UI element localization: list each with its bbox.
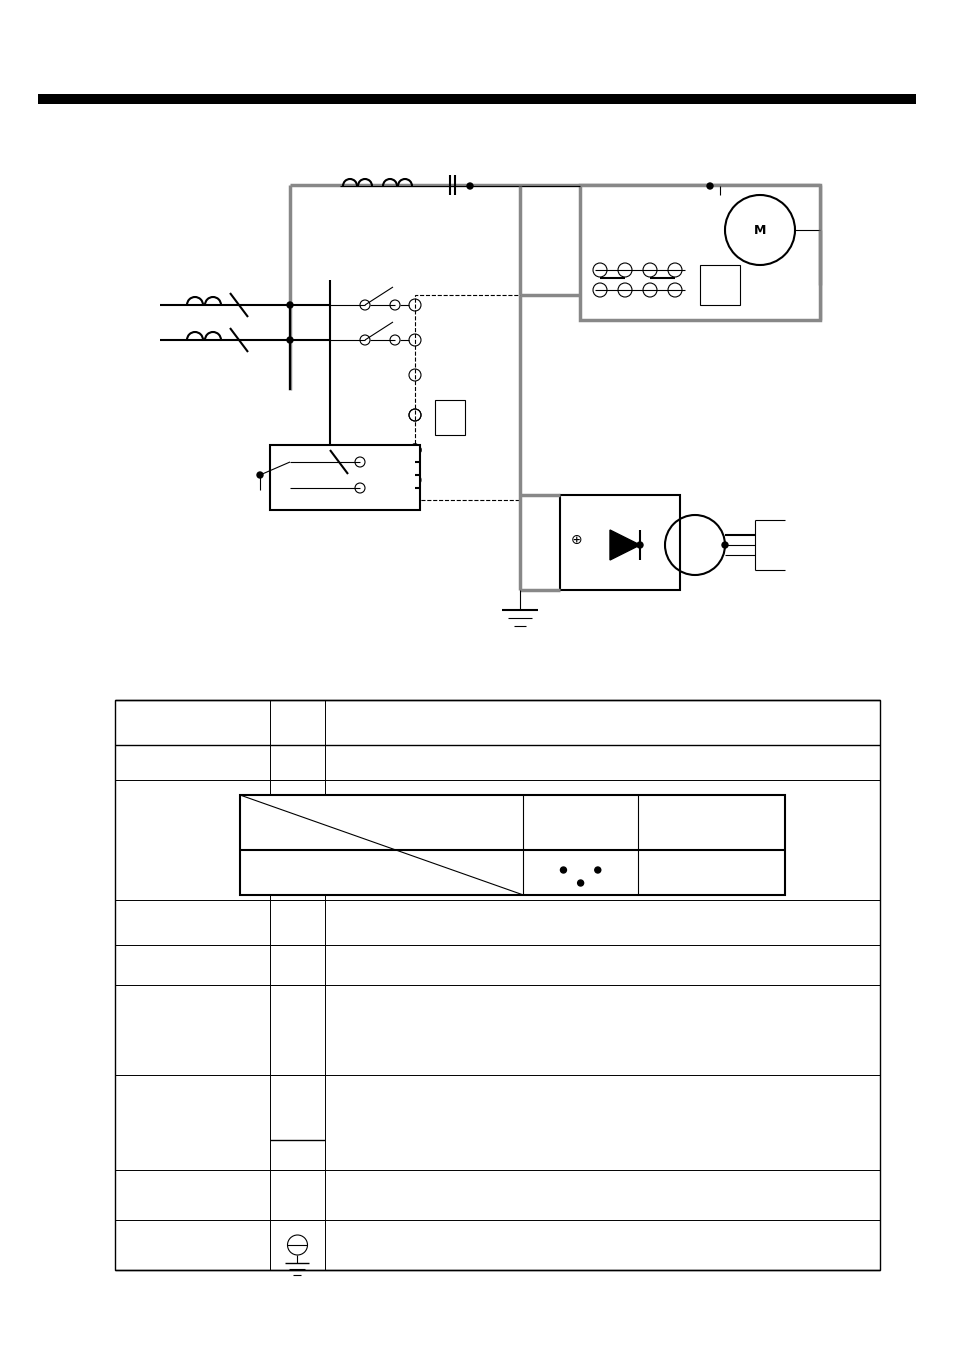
Circle shape xyxy=(706,182,712,189)
Text: M: M xyxy=(753,223,765,236)
Circle shape xyxy=(577,880,583,886)
Bar xyxy=(579,185,820,320)
Circle shape xyxy=(287,336,293,343)
Bar xyxy=(700,265,740,305)
Text: ⊕: ⊕ xyxy=(571,534,582,547)
Bar xyxy=(415,295,519,500)
Circle shape xyxy=(287,303,293,308)
Bar xyxy=(115,700,879,1270)
Bar xyxy=(270,444,419,509)
Circle shape xyxy=(256,471,263,478)
Polygon shape xyxy=(609,530,639,561)
Bar xyxy=(559,494,679,590)
Circle shape xyxy=(637,542,642,549)
Bar xyxy=(38,95,915,104)
Circle shape xyxy=(594,867,600,873)
Circle shape xyxy=(721,542,727,549)
Circle shape xyxy=(467,182,473,189)
Circle shape xyxy=(559,867,566,873)
Bar xyxy=(240,794,784,894)
Bar xyxy=(435,400,464,435)
